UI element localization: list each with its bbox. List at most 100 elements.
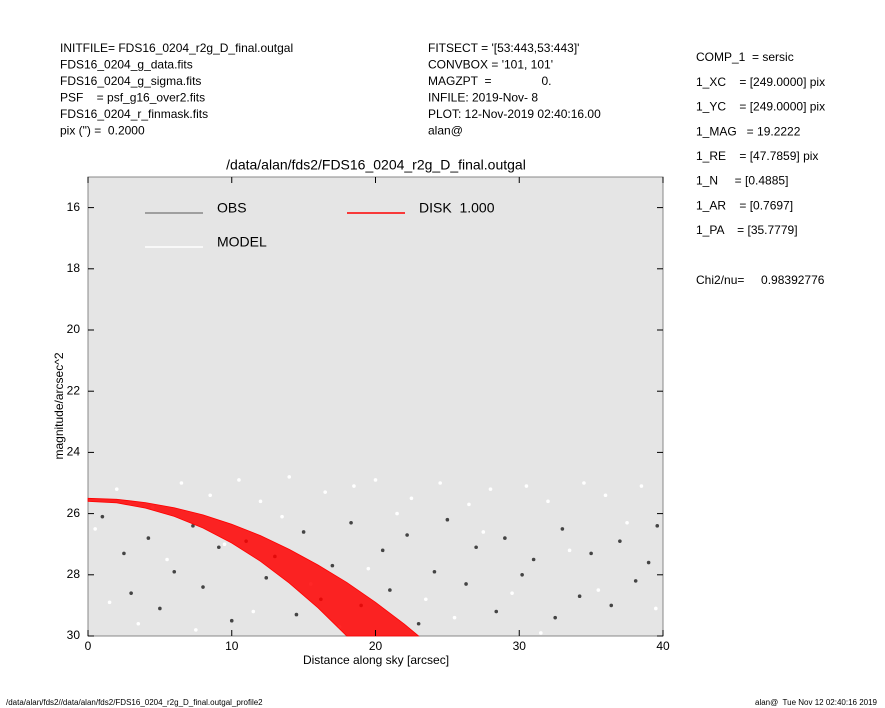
data-point [194,628,198,632]
plot-area [87,176,664,637]
data-point [165,557,169,562]
data-point [488,487,493,491]
data-point [251,609,256,614]
data-point [222,542,227,546]
data-point [603,493,608,498]
chart-title: /data/alan/fds2/FDS16_0204_r2g_D_final.o… [226,157,526,173]
header-right-line: 1_YC = [249.0000] pix [696,100,825,114]
legend-label: DISK 1.000 [419,200,495,216]
x-tick-label: 40 [656,639,670,653]
data-point [114,487,119,491]
data-point [646,560,651,565]
data-point [229,618,234,623]
data-point [158,606,162,611]
data-point [553,615,557,620]
header-middle-line: alan@ [428,124,463,138]
header-middle-line: PLOT: 12-Nov-2019 02:40:16.00 [428,107,601,121]
data-point [639,484,644,488]
data-point [172,569,177,574]
data-point [625,520,629,525]
y-tick-label: 30 [67,628,81,642]
y-tick-label: 24 [67,445,81,459]
data-point [655,524,660,528]
data-point [582,481,586,485]
data-point [633,579,638,583]
data-point [409,496,414,501]
y-tick-label: 18 [67,261,81,275]
data-point [280,514,284,519]
x-tick-label: 20 [369,639,383,653]
data-point [179,481,184,485]
header-right-line: 1_AR = [0.7697] [696,198,793,212]
data-point [618,539,622,543]
header-right-line: 1_N = [0.4885] [696,174,788,188]
data-point [494,609,499,614]
data-point [380,548,385,553]
data-point [438,481,442,485]
data-point [609,603,614,608]
header-right-line: 1_MAG = 19.2222 [696,124,801,138]
data-point [323,490,327,494]
header-left-line: INITFILE= FDS16_0204_r2g_D_final.outgal [60,41,293,55]
legend-label: MODEL [217,234,267,250]
header-left-line: FDS16_0204_g_data.fits [60,58,193,72]
x-tick-label: 30 [513,639,527,653]
header-right-line: 1_XC = [249.0000] pix [696,75,825,89]
data-point [258,499,263,504]
data-point [503,536,507,540]
data-point [136,621,141,626]
data-point [474,545,478,550]
data-point [432,569,437,574]
data-point [405,533,409,537]
data-point [416,621,421,626]
data-point [546,499,550,504]
data-point [201,585,205,589]
data-point [93,527,97,531]
y-tick-label: 20 [67,322,81,336]
data-point [287,475,292,479]
legend-label: OBS [217,200,247,216]
data-point [294,612,299,617]
data-point [349,520,353,525]
data-point [129,591,133,595]
data-point [107,600,112,605]
data-point [589,551,593,556]
data-point [531,557,536,562]
data-point [596,588,601,592]
data-point [301,530,306,534]
footer-right: alan@ Tue Nov 12 02:40:16 2019 [755,698,878,707]
x-axis-label: Distance along sky [arcsec] [303,653,449,667]
header-left-line: FDS16_0204_r_finmask.fits [60,107,208,121]
data-point [467,502,471,507]
data-point [481,530,486,534]
data-point [330,563,335,568]
data-point [424,597,428,602]
data-point [237,478,241,482]
header-left-line: FDS16_0204_g_sigma.fits [60,74,201,88]
data-point [100,514,105,519]
x-tick-label: 10 [225,639,239,653]
y-tick-label: 22 [67,383,81,397]
header-middle-line: MAGZPT = 0. [428,74,551,88]
data-point [217,545,221,550]
data-point [524,484,529,488]
data-point [146,536,151,540]
data-point [577,594,582,599]
data-point [388,588,392,592]
header-middle-line: CONVBOX = '101, 101' [428,58,553,72]
header-right-line: 1_PA = [35.7779] [696,223,798,237]
disk-band [87,497,420,637]
data-point [366,566,371,571]
y-tick-label: 26 [67,506,81,520]
data-point [510,591,514,595]
data-point [191,524,195,528]
y-axis-label: magnitude/arcsec^2 [52,352,66,459]
data-point [560,527,565,531]
y-tick-label: 28 [67,567,81,581]
y-tick-label: 16 [67,200,81,214]
header-middle-line: FITSECT = '[53:443,53:443]' [428,41,579,55]
header-right-line: COMP_1 = sersic [696,50,794,64]
data-point [654,606,658,611]
data-point [208,493,212,498]
